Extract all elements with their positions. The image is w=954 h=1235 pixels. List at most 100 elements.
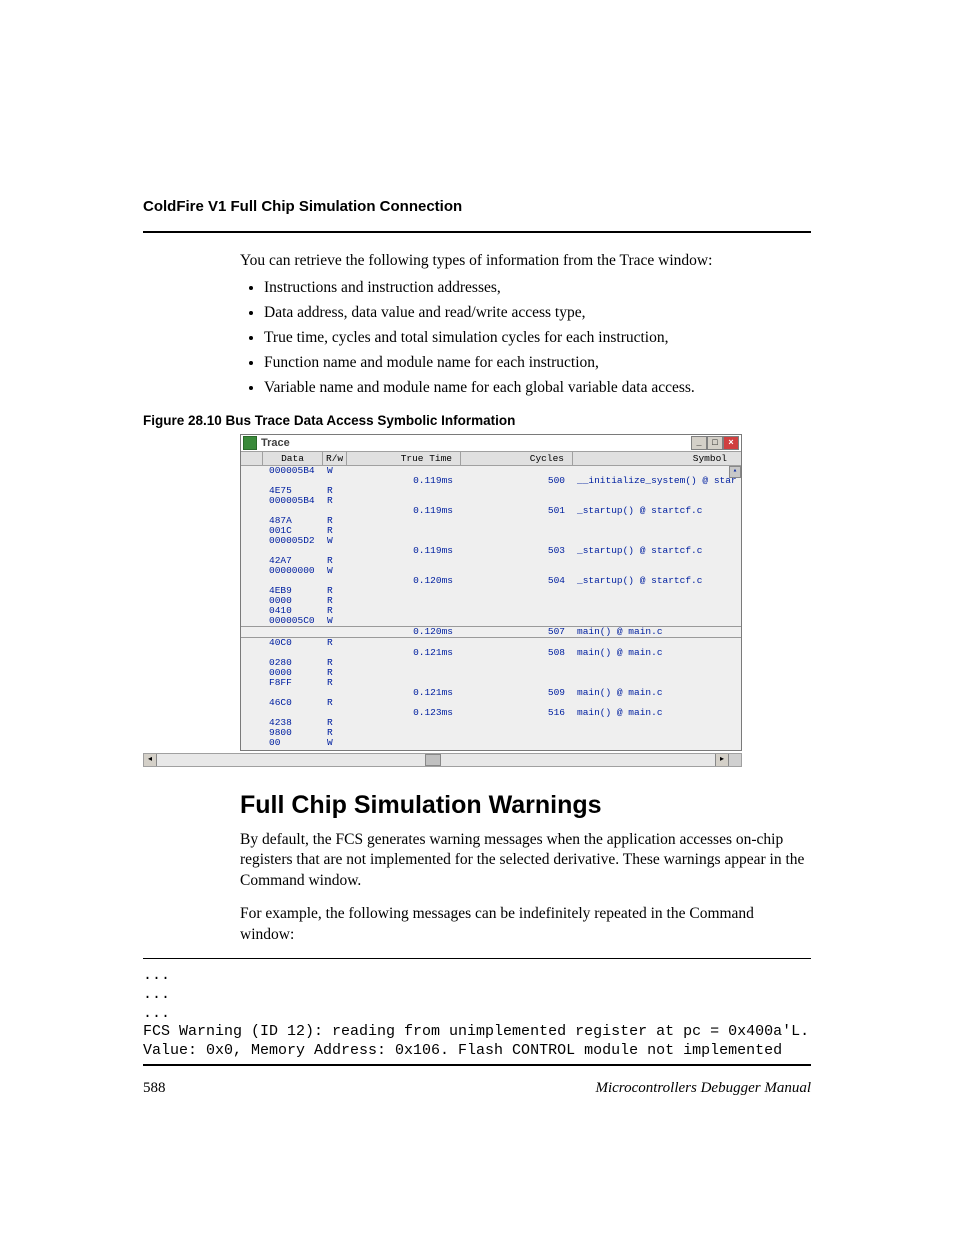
table-cell bbox=[573, 496, 741, 506]
section-paragraph: By default, the FCS generates warning me… bbox=[240, 830, 811, 893]
table-cell: W bbox=[323, 616, 347, 626]
table-cell: W bbox=[323, 536, 347, 546]
table-cell bbox=[241, 546, 263, 556]
table-row: 9800R bbox=[241, 728, 741, 738]
table-cell bbox=[241, 648, 263, 658]
table-row: 487AR bbox=[241, 516, 741, 526]
table-cell bbox=[241, 526, 263, 536]
bullet-list: Instructions and instruction addresses, … bbox=[240, 278, 811, 399]
table-cell bbox=[241, 516, 263, 526]
col-header-data[interactable]: Data bbox=[263, 452, 323, 465]
table-cell bbox=[461, 678, 573, 688]
page-header-title: ColdFire V1 Full Chip Simulation Connect… bbox=[143, 198, 811, 215]
scroll-right-icon[interactable]: ▸ bbox=[715, 754, 728, 766]
page-number: 588 bbox=[143, 1080, 166, 1097]
table-cell bbox=[241, 606, 263, 616]
col-header-symbol[interactable]: Symbol bbox=[573, 452, 741, 465]
table-row: 4238R bbox=[241, 718, 741, 728]
table-cell: 0.121ms bbox=[347, 688, 461, 698]
table-cell: main() @ main.c bbox=[573, 688, 741, 698]
table-cell: 001C bbox=[263, 526, 323, 536]
table-cell bbox=[241, 638, 263, 648]
manual-title: Microcontrollers Debugger Manual bbox=[595, 1080, 811, 1097]
table-cell: W bbox=[323, 566, 347, 576]
table-cell: R bbox=[323, 606, 347, 616]
table-cell bbox=[323, 688, 347, 698]
table-cell bbox=[347, 516, 461, 526]
table-cell bbox=[241, 708, 263, 718]
table-cell: 500 bbox=[461, 476, 573, 486]
table-cell bbox=[263, 506, 323, 516]
table-cell: 4EB9 bbox=[263, 586, 323, 596]
table-cell: 000005B4 bbox=[263, 466, 323, 476]
trace-table-body: ▴ 000005B4W0.119ms500__initialize_system… bbox=[241, 466, 741, 750]
table-row: 0.119ms501_startup() @ startcf.c bbox=[241, 506, 741, 516]
table-row: 0000R bbox=[241, 596, 741, 606]
table-cell bbox=[461, 556, 573, 566]
table-row: 0410R bbox=[241, 606, 741, 616]
table-cell bbox=[241, 496, 263, 506]
maximize-icon[interactable]: □ bbox=[707, 436, 723, 450]
table-cell: R bbox=[323, 728, 347, 738]
minimize-icon[interactable]: _ bbox=[691, 436, 707, 450]
scrollbar-track[interactable] bbox=[157, 754, 715, 766]
table-cell: 42A7 bbox=[263, 556, 323, 566]
table-cell bbox=[573, 556, 741, 566]
scroll-up-icon[interactable]: ▴ bbox=[729, 466, 741, 478]
table-cell bbox=[573, 738, 741, 748]
table-cell: 000005D2 bbox=[263, 536, 323, 546]
table-cell bbox=[347, 638, 461, 648]
table-cell bbox=[347, 556, 461, 566]
table-cell bbox=[263, 476, 323, 486]
table-cell: 00000000 bbox=[263, 566, 323, 576]
table-cell bbox=[263, 546, 323, 556]
table-cell: 509 bbox=[461, 688, 573, 698]
table-cell bbox=[573, 536, 741, 546]
scroll-left-icon[interactable]: ◂ bbox=[144, 754, 157, 766]
table-cell bbox=[241, 658, 263, 668]
table-cell: 0.119ms bbox=[347, 506, 461, 516]
table-cell bbox=[241, 596, 263, 606]
table-cell: W bbox=[323, 466, 347, 476]
table-cell bbox=[573, 668, 741, 678]
footer-rule bbox=[143, 1064, 811, 1066]
table-cell: 4E75 bbox=[263, 486, 323, 496]
table-row: 0.120ms504_startup() @ startcf.c bbox=[241, 576, 741, 586]
table-cell bbox=[573, 728, 741, 738]
table-cell: 507 bbox=[461, 627, 573, 637]
bullet-item: Function name and module name for each i… bbox=[264, 353, 811, 374]
table-cell bbox=[573, 658, 741, 668]
table-cell: 516 bbox=[461, 708, 573, 718]
col-header-cycles[interactable]: Cycles bbox=[461, 452, 573, 465]
col-header-rw[interactable]: R/w bbox=[323, 452, 347, 465]
table-cell bbox=[241, 668, 263, 678]
table-row: 4EB9R bbox=[241, 586, 741, 596]
table-cell bbox=[347, 596, 461, 606]
col-header-blank[interactable] bbox=[241, 452, 263, 465]
table-cell bbox=[461, 616, 573, 626]
table-cell: R bbox=[323, 596, 347, 606]
table-cell bbox=[461, 658, 573, 668]
table-cell bbox=[323, 506, 347, 516]
table-cell bbox=[347, 728, 461, 738]
table-cell: 0.119ms bbox=[347, 476, 461, 486]
resize-grip-icon[interactable] bbox=[728, 754, 741, 766]
table-cell bbox=[573, 466, 741, 476]
window-title: Trace bbox=[261, 437, 691, 449]
col-header-truetime[interactable]: True Time bbox=[347, 452, 461, 465]
table-cell bbox=[461, 698, 573, 708]
table-cell bbox=[323, 546, 347, 556]
table-cell bbox=[347, 536, 461, 546]
trace-app-icon bbox=[243, 436, 257, 450]
table-cell bbox=[241, 566, 263, 576]
table-cell bbox=[241, 466, 263, 476]
scrollbar-thumb[interactable] bbox=[425, 754, 441, 766]
close-icon[interactable]: × bbox=[723, 436, 739, 450]
table-cell bbox=[461, 466, 573, 476]
horizontal-scrollbar[interactable]: ◂ ▸ bbox=[143, 753, 742, 767]
table-cell bbox=[573, 516, 741, 526]
table-row: 0.119ms500__initialize_system() @ star bbox=[241, 476, 741, 486]
table-cell: R bbox=[323, 526, 347, 536]
table-cell bbox=[461, 718, 573, 728]
table-cell bbox=[347, 658, 461, 668]
